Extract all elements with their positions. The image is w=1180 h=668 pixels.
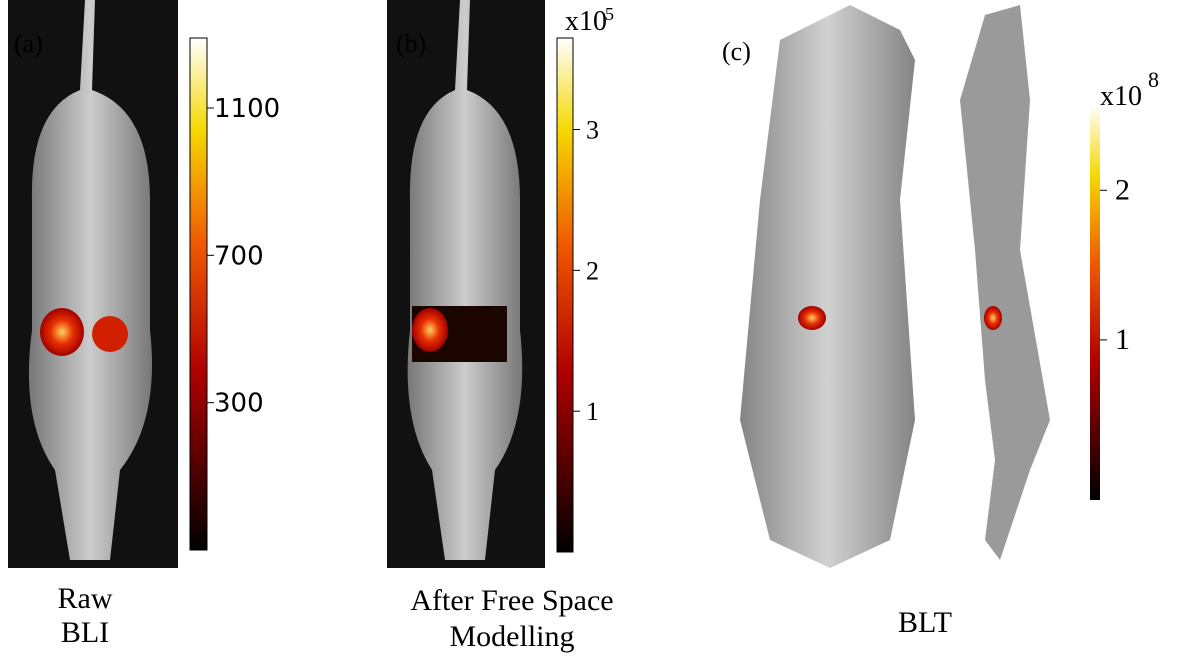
tick-label: 1 xyxy=(1115,323,1130,356)
tick-label: 1100 xyxy=(214,94,280,124)
tick-label: 2 xyxy=(586,256,599,285)
figure: (a) RawBLI 300 700 1100 (b) After Free SpaceMo… xyxy=(0,0,1180,668)
image-blt xyxy=(740,5,1050,568)
image-free-space xyxy=(387,0,545,568)
colorbar xyxy=(1090,105,1100,500)
image-raw-bli xyxy=(8,0,178,568)
tick-label: 3 xyxy=(586,116,599,145)
tick-label: 300 xyxy=(214,389,264,419)
caption: BLI xyxy=(61,616,109,649)
exponent: 8 xyxy=(1148,67,1159,92)
exponent: 5 xyxy=(605,4,614,24)
multiplier: x10 xyxy=(1100,81,1142,112)
tick-label: 1 xyxy=(586,397,599,426)
panel-label: (b) xyxy=(396,29,426,58)
tick-label: 700 xyxy=(214,241,264,271)
tick-label: 2 xyxy=(1115,173,1130,206)
panel-label: (c) xyxy=(722,37,751,66)
multiplier: x10 xyxy=(565,6,607,37)
caption: Modelling xyxy=(450,620,575,653)
caption: Raw xyxy=(58,582,113,615)
caption: BLT xyxy=(898,606,952,639)
colorbar xyxy=(557,38,573,552)
panel-label: (a) xyxy=(14,29,43,58)
colorbar xyxy=(190,38,207,550)
caption: After Free Space xyxy=(410,584,613,617)
